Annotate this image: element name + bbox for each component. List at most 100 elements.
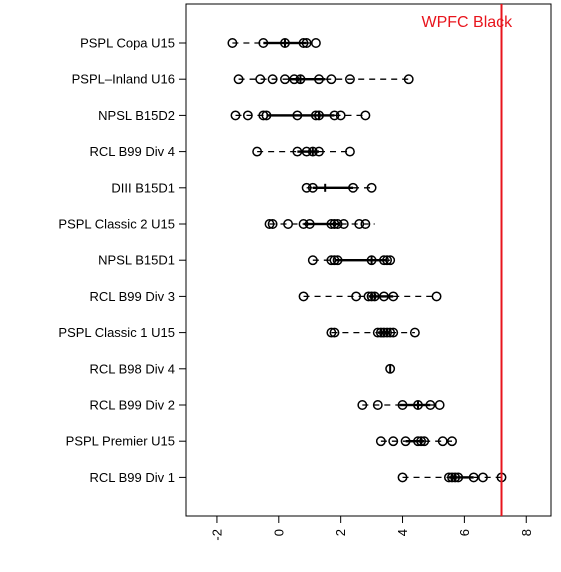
data-point — [301, 182, 312, 193]
data-point — [369, 291, 380, 302]
data-point — [314, 146, 324, 157]
y-tick-label: PSPL Copa U15 — [80, 36, 175, 51]
data-point — [397, 400, 408, 410]
data-point — [292, 146, 303, 157]
group-row — [385, 363, 396, 374]
data-point — [344, 74, 355, 85]
x-tick-label: -2 — [209, 529, 224, 541]
data-point — [332, 255, 343, 266]
data-point — [360, 219, 371, 229]
data-point — [307, 182, 318, 193]
group-row — [230, 110, 371, 121]
box-body — [312, 186, 354, 189]
group-row — [357, 400, 445, 410]
data-point — [425, 400, 436, 410]
data-point — [230, 110, 241, 121]
data-point — [233, 74, 244, 85]
data-point — [388, 327, 399, 338]
data-point — [329, 219, 340, 229]
data-point — [283, 219, 294, 229]
data-point — [332, 219, 343, 229]
data-point — [326, 255, 337, 266]
data-point — [326, 327, 337, 338]
data-point — [366, 255, 377, 266]
data-point — [366, 182, 377, 193]
data-point — [348, 182, 358, 193]
data-point — [310, 38, 321, 48]
data-point — [419, 436, 430, 447]
x-tick-label: 0 — [271, 529, 286, 536]
group-row — [397, 472, 507, 483]
data-point — [298, 291, 309, 302]
data-point — [307, 255, 318, 266]
data-point — [329, 255, 340, 266]
data-point — [295, 74, 306, 85]
data-point — [280, 38, 290, 48]
group-row — [298, 291, 442, 302]
y-tick-label: RCL B99 Div 3 — [90, 289, 176, 304]
data-point — [335, 110, 346, 121]
y-tick-label: RCL B99 Div 1 — [90, 470, 176, 485]
data-point — [338, 219, 349, 229]
data-point — [264, 219, 275, 229]
data-point — [379, 327, 389, 338]
group-row — [326, 327, 420, 338]
data-point — [307, 146, 318, 157]
data-point — [385, 363, 396, 374]
group-row — [375, 436, 457, 447]
box-body — [303, 222, 341, 226]
x-tick-label: 8 — [519, 529, 534, 536]
data-point — [363, 291, 374, 302]
data-point — [354, 219, 365, 229]
data-point — [382, 255, 393, 266]
data-point — [261, 110, 272, 121]
reference-line-group: WPFC Black — [422, 4, 514, 516]
y-tick-label: RCL B98 Div 4 — [90, 361, 176, 376]
data-point — [357, 400, 368, 410]
data-point — [242, 110, 253, 121]
data-point — [385, 255, 396, 266]
data-point — [227, 38, 238, 48]
y-tick-label: DIII B15D1 — [111, 180, 175, 195]
x-tick-label: 2 — [333, 529, 348, 536]
data-point — [258, 38, 269, 48]
y-tick-label: PSPL Classic 2 U15 — [58, 217, 175, 232]
data-point — [344, 146, 355, 157]
reference-line-label: WPFC Black — [422, 14, 514, 31]
data-point — [258, 110, 269, 121]
data-point — [267, 219, 278, 229]
data-point — [416, 436, 427, 447]
data-point — [252, 146, 263, 157]
y-tick-label: PSPL Premier U15 — [66, 434, 175, 449]
data-point — [326, 74, 337, 85]
data-point — [413, 436, 423, 447]
data-point — [329, 327, 340, 338]
box-body — [448, 476, 474, 479]
data-point — [375, 327, 386, 338]
group-row — [307, 255, 396, 266]
data-point — [400, 436, 411, 447]
data-point — [388, 436, 399, 447]
data-point — [267, 74, 278, 85]
box-body — [405, 440, 425, 443]
data-point — [443, 472, 454, 483]
data-point — [372, 400, 383, 410]
group-row — [227, 38, 321, 48]
box-body — [377, 331, 391, 334]
data-point — [450, 472, 461, 483]
data-point — [289, 74, 300, 85]
data-point — [379, 291, 389, 302]
data-point — [310, 110, 321, 121]
box-body — [288, 78, 326, 81]
data-point — [301, 38, 312, 48]
data-point — [298, 219, 309, 229]
chart-marks — [227, 38, 507, 483]
data-point — [375, 436, 386, 447]
box-body — [334, 259, 388, 262]
data-point — [298, 38, 309, 48]
data-point — [477, 472, 488, 483]
data-point — [453, 472, 464, 483]
data-point — [397, 472, 408, 483]
data-point — [388, 291, 399, 302]
